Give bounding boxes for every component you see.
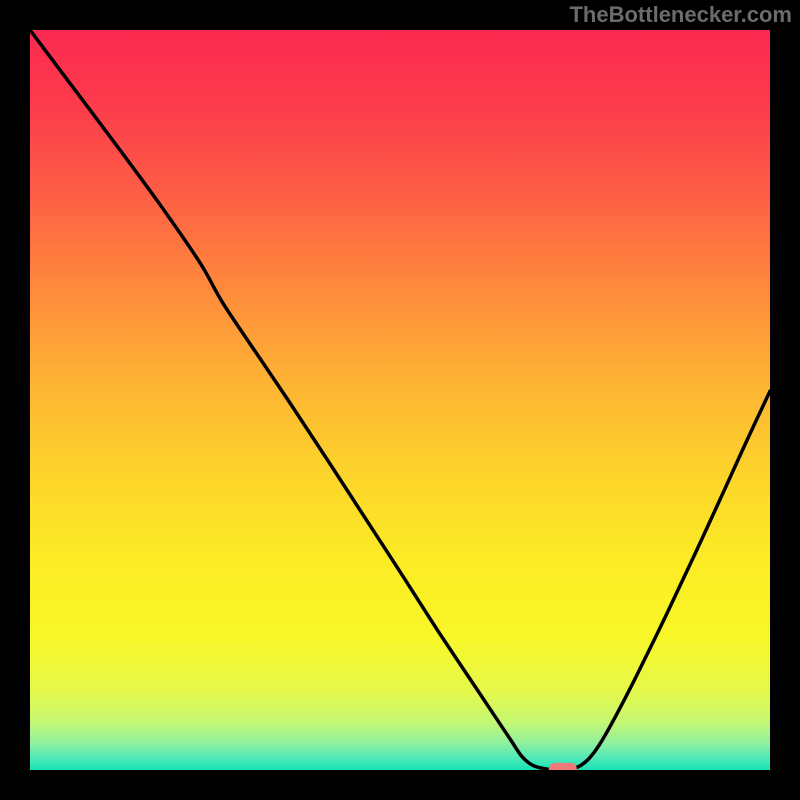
watermark-text: TheBottlenecker.com <box>569 2 792 28</box>
chart-container: TheBottlenecker.com <box>0 0 800 800</box>
bottleneck-chart <box>0 0 800 800</box>
chart-background <box>30 30 770 770</box>
